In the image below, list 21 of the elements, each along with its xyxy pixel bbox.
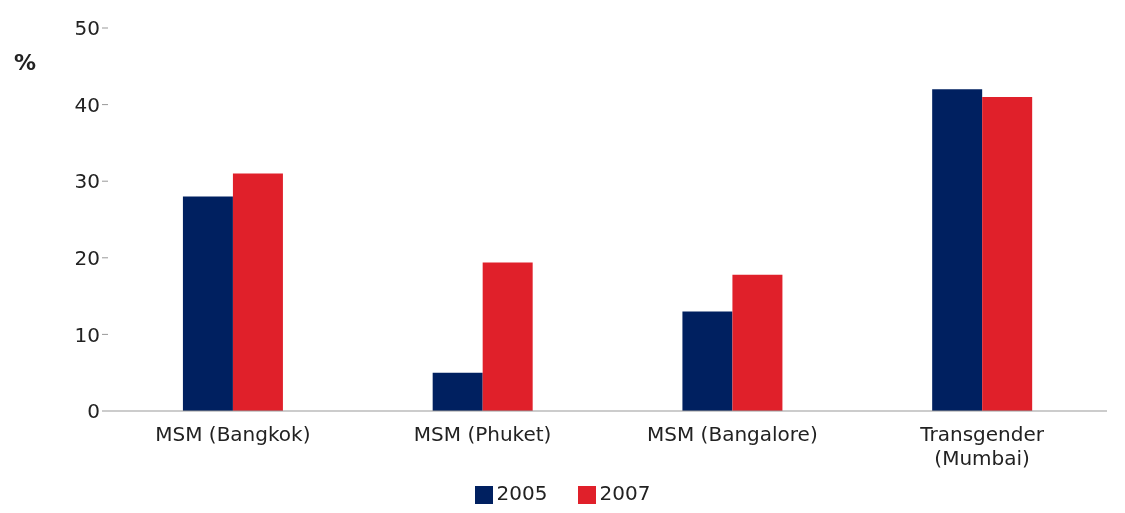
y-tick-label: 50 — [74, 16, 100, 41]
legend-label: 2007 — [599, 481, 651, 505]
y-tick-label: 10 — [74, 322, 100, 347]
bar — [732, 274, 783, 411]
x-tick-label: MSM (Bangkok) — [155, 422, 311, 446]
bar — [182, 196, 233, 411]
y-tick-label: 30 — [74, 169, 100, 194]
bar — [432, 372, 483, 411]
y-tick-label: 20 — [74, 245, 100, 270]
bar — [682, 311, 733, 411]
bar — [482, 262, 533, 411]
bar — [232, 173, 283, 411]
y-axis-title: % — [14, 50, 37, 75]
legend-label: 2005 — [496, 481, 548, 505]
x-tick-label: MSM (Phuket) — [413, 422, 552, 446]
y-tick-label: 0 — [87, 399, 100, 424]
bar — [982, 96, 1033, 411]
x-tick-label: MSM (Bangalore) — [647, 422, 818, 446]
bar — [932, 89, 983, 411]
x-tick-label: Transgender (Mumbai) — [919, 422, 1045, 470]
y-tick-label: 40 — [74, 92, 100, 117]
